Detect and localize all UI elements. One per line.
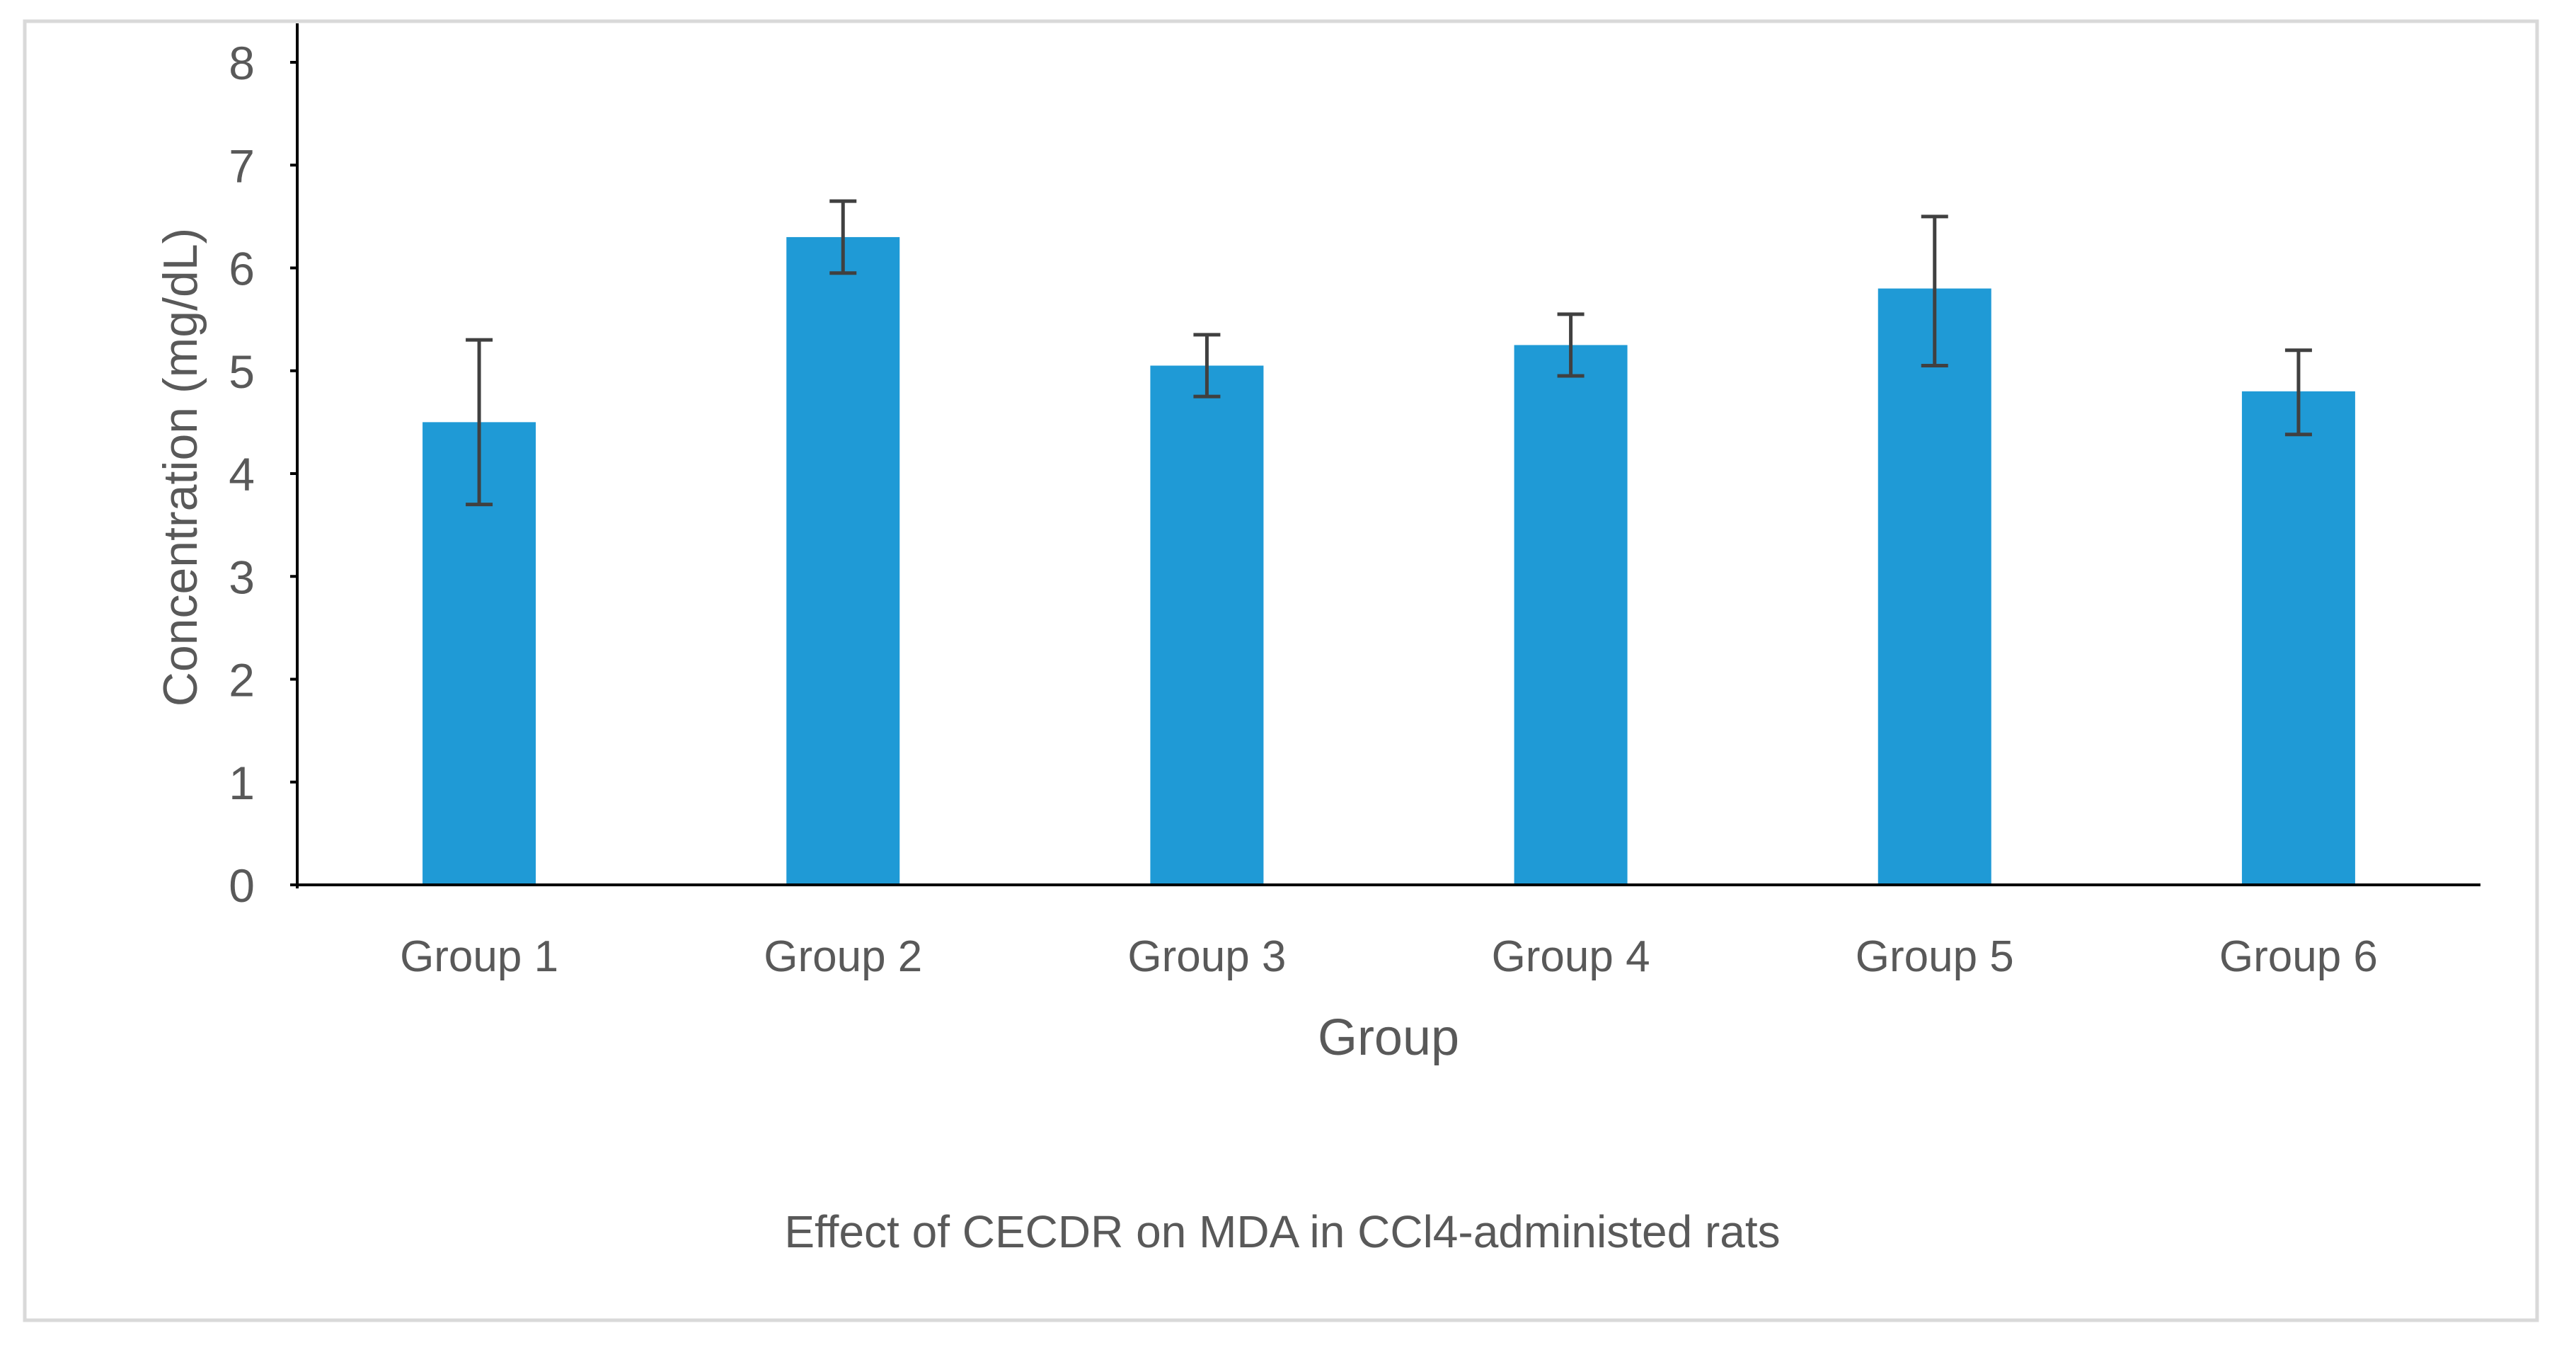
x-tick-label: Group 3 [1127,932,1286,981]
bars-group [422,236,2355,885]
y-tick-label: 6 [229,243,255,295]
x-tick-label: Group 5 [1856,932,2014,981]
error-bars-group [466,199,2312,507]
chart-border [23,19,2539,1322]
bar [1150,365,1264,885]
y-axis-label: Concentration (mg/dL) [154,228,207,707]
chart-title: Effect of CECDR on MDA in CCl4-administe… [784,1206,1780,1257]
x-axis-label: Group [1318,1009,1459,1066]
y-tick-label: 1 [229,757,255,809]
bar [786,236,900,885]
bar [1514,345,1628,885]
y-tick-label: 0 [229,859,255,912]
y-tick-label: 8 [229,37,255,89]
y-axis-ticks: 0 1 2 3 4 5 6 7 8 [229,37,297,912]
y-tick-label: 4 [229,448,255,500]
bar [2241,391,2355,885]
x-tick-label: Group 2 [764,932,922,981]
x-axis-ticks: Group 1 Group 2 Group 3 Group 4 Group 5 Group… [400,932,2378,981]
x-tick-label: Group 4 [1492,932,1650,981]
y-tick-label: 2 [229,654,255,706]
bar [1878,288,1991,885]
x-tick-label: Group 6 [2219,932,2378,981]
y-tick-label: 5 [229,345,255,398]
y-tick-label: 3 [229,551,255,603]
x-tick-label: Group 1 [400,932,558,981]
y-tick-label: 7 [229,139,255,192]
